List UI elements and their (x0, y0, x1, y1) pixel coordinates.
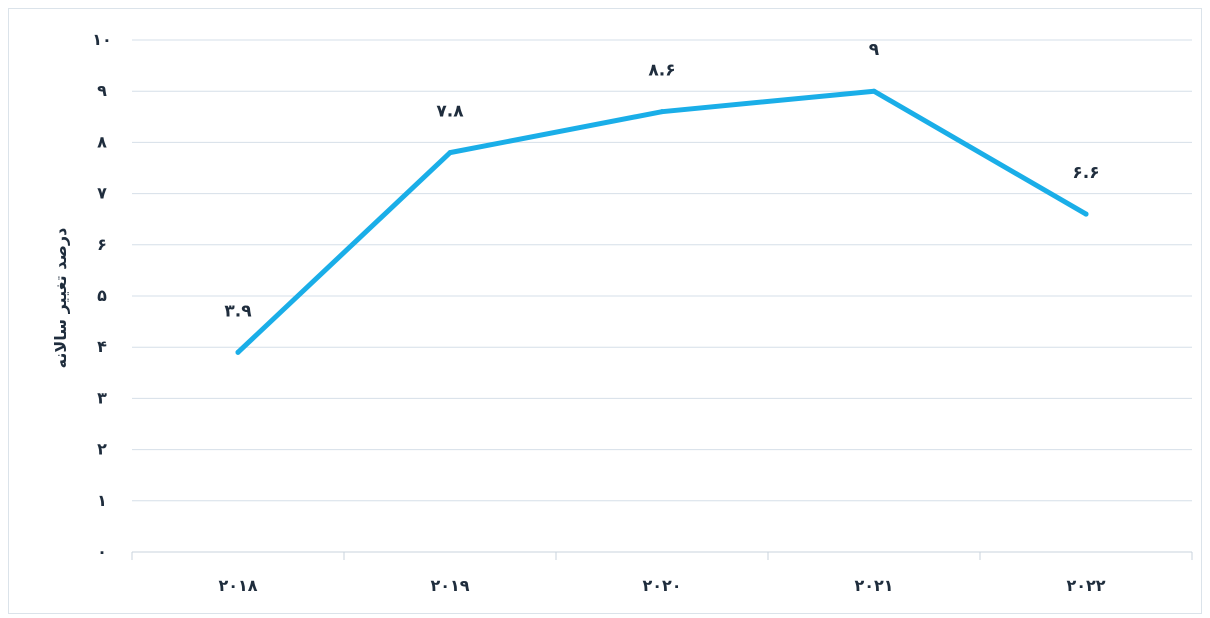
y-tick-label: ۳ (97, 388, 107, 407)
x-axis-ticks: ۲۰۱۸ ۲۰۱۹ ۲۰۲۰ ۲۰۲۱ ۲۰۲۲ (218, 576, 1105, 595)
y-tick-label: ۲ (97, 440, 107, 459)
data-label: ۸.۶ (648, 61, 675, 81)
y-tick-label: ۱۰ (92, 30, 112, 49)
gridlines (131, 39, 1193, 560)
data-label: ۹ (869, 40, 880, 60)
x-tick-label: ۲۰۲۰ (642, 576, 681, 595)
y-tick-label: ۰ (97, 542, 107, 561)
y-tick-label: ۸ (97, 132, 107, 151)
y-axis-ticks: ۰ ۱ ۲ ۳ ۴ ۵ ۶ ۷ ۸ ۹ ۱۰ (92, 30, 112, 561)
y-tick-label: ۱ (97, 491, 107, 510)
data-label: ۳.۹ (224, 301, 252, 321)
data-point (235, 349, 241, 355)
data-label: ۷.۸ (436, 102, 464, 122)
series-line (235, 88, 1089, 355)
data-point (659, 109, 665, 115)
series-group (235, 88, 1089, 355)
x-tick-label: ۲۰۲۱ (854, 576, 893, 595)
y-tick-label: ۴ (97, 337, 107, 356)
y-tick-label: ۹ (97, 81, 107, 100)
data-point (1083, 211, 1089, 217)
y-axis-label: درصد تغییر سالانه (51, 228, 70, 369)
data-point (447, 150, 453, 156)
y-tick-label: ۷ (97, 184, 107, 203)
x-tick-label: ۲۰۲۲ (1066, 576, 1105, 595)
data-label: ۶.۶ (1072, 163, 1099, 183)
x-tick-label: ۲۰۱۸ (218, 576, 257, 595)
y-tick-label: ۶ (97, 235, 107, 254)
y-tick-label: ۵ (97, 286, 107, 305)
data-labels: ۳.۹ ۷.۸ ۸.۶ ۹ ۶.۶ (224, 40, 1099, 321)
data-point (871, 88, 877, 94)
x-tick-label: ۲۰۱۹ (430, 576, 469, 595)
chart-frame (8, 8, 1202, 614)
